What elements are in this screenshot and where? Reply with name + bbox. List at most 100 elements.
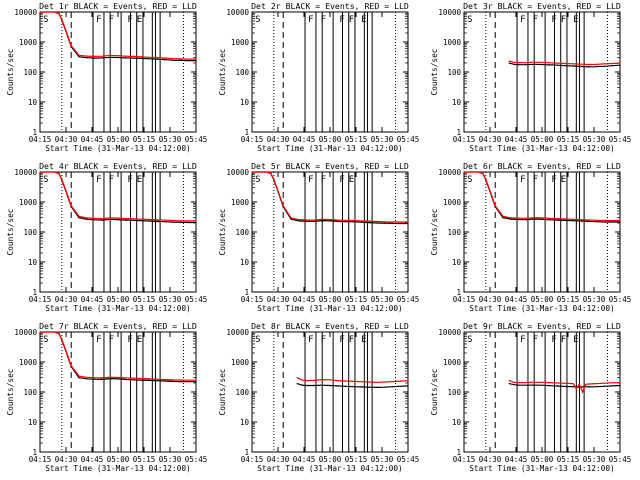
data-point: [376, 222, 378, 224]
data-point: [596, 63, 598, 65]
flag-label: F: [561, 335, 566, 345]
data-point: [533, 217, 535, 219]
data-point: [179, 379, 181, 381]
x-tick-label: 04:45: [81, 455, 104, 464]
data-point: [65, 31, 68, 33]
data-point: [179, 58, 181, 60]
y-tick-label: 10: [452, 258, 462, 267]
data-point: [109, 56, 111, 58]
data-point: [187, 221, 189, 224]
data-point: [78, 217, 80, 219]
x-tick-label: 05:00: [531, 295, 554, 304]
y-tick-label: 1: [244, 448, 249, 457]
data-point: [125, 218, 127, 220]
y-axis-label: Counts/sec: [430, 48, 439, 95]
plot-frame: [251, 11, 409, 133]
detector-panel: Det 7r BLACK = Events, RED = LLD 1 10 100 10…: [6, 321, 207, 473]
data-point: [384, 386, 386, 388]
data-point: [156, 219, 158, 221]
data-point: [125, 377, 127, 379]
x-tick-label: 04:30: [267, 135, 290, 144]
data-point: [45, 171, 47, 173]
data-point: [619, 64, 621, 66]
data-point: [557, 64, 559, 66]
data-point: [156, 378, 158, 380]
x-axis-label: Start Time (31-Mar-13 04:12:00): [469, 304, 615, 313]
data-point: [384, 381, 386, 383]
data-point: [164, 59, 166, 61]
flag-label: E: [573, 15, 578, 25]
data-point: [502, 215, 504, 217]
data-point: [45, 331, 47, 333]
data-point: [78, 375, 80, 377]
x-tick-label: 05:30: [371, 135, 394, 144]
data-point: [313, 384, 315, 387]
data-point: [109, 218, 111, 220]
data-point: [53, 11, 55, 13]
x-tick-label: 05:15: [557, 295, 580, 304]
x-tick-label: 04:15: [453, 455, 476, 464]
x-axis-label: Start Time (31-Mar-13 04:12:00): [45, 144, 191, 153]
y-tick-label: 1000: [231, 358, 250, 367]
plot-frame: [39, 331, 197, 453]
panel-title: Det 4r BLACK = Events, RED = LLD: [39, 161, 197, 171]
flag-label: F: [520, 335, 525, 345]
flag-label: S: [255, 15, 260, 25]
data-point: [273, 178, 275, 180]
data-point: [306, 384, 308, 387]
data-point: [140, 57, 142, 60]
data-point: [541, 381, 543, 383]
data-point: [70, 205, 72, 207]
y-tick-label: 100: [447, 68, 461, 77]
flag-label: F: [533, 175, 538, 185]
data-point: [564, 62, 567, 65]
data-point: [337, 219, 339, 221]
data-point: [368, 222, 370, 224]
data-point: [86, 55, 88, 57]
flag-label: S: [43, 175, 48, 185]
detector-panel: Det 2r BLACK = Events, RED = LLD 1 10 100 10…: [218, 1, 419, 153]
detector-panel: Det 4r BLACK = Events, RED = LLD 1 10 100 10…: [6, 161, 207, 313]
data-point: [195, 379, 197, 381]
data-point: [588, 63, 590, 66]
flag-label: S: [255, 175, 260, 185]
data-point: [140, 379, 142, 381]
x-tick-label: 04:15: [453, 135, 476, 144]
data-point: [513, 384, 515, 386]
x-tick-label: 04:15: [241, 295, 264, 304]
x-tick-label: 05:45: [397, 455, 420, 464]
lld-series-line: [464, 171, 620, 222]
y-tick-label: 10: [452, 98, 462, 107]
data-point: [391, 222, 393, 224]
data-point: [518, 64, 520, 66]
data-point: [156, 380, 158, 382]
y-tick-label: 10000: [438, 8, 461, 17]
data-point: [541, 384, 543, 386]
x-axis-label: Start Time (31-Mar-13 04:12:00): [257, 144, 403, 153]
data-point: [140, 377, 142, 380]
data-point: [187, 60, 189, 62]
panel-title: Det 7r BLACK = Events, RED = LLD: [39, 321, 197, 331]
data-point: [564, 382, 567, 384]
x-tick-label: 05:00: [319, 455, 342, 464]
flag-label: F: [339, 335, 344, 345]
plot-frame: [463, 11, 621, 133]
x-tick-label: 05:45: [185, 455, 208, 464]
y-tick-label: 1: [32, 128, 37, 137]
data-point: [611, 382, 613, 384]
data-point: [195, 58, 197, 60]
data-point: [172, 380, 174, 382]
data-point: [156, 57, 158, 59]
data-point: [549, 217, 551, 219]
x-tick-label: 04:15: [241, 135, 264, 144]
data-point: [65, 191, 68, 193]
flag-label: E: [349, 175, 354, 185]
data-point: [58, 172, 60, 174]
data-point: [596, 219, 598, 221]
data-point: [525, 217, 528, 219]
data-point: [580, 63, 582, 65]
data-point: [585, 383, 587, 385]
y-axis-label: Counts/sec: [6, 48, 15, 95]
data-point: [133, 57, 135, 59]
x-tick-label: 05:00: [319, 135, 342, 144]
